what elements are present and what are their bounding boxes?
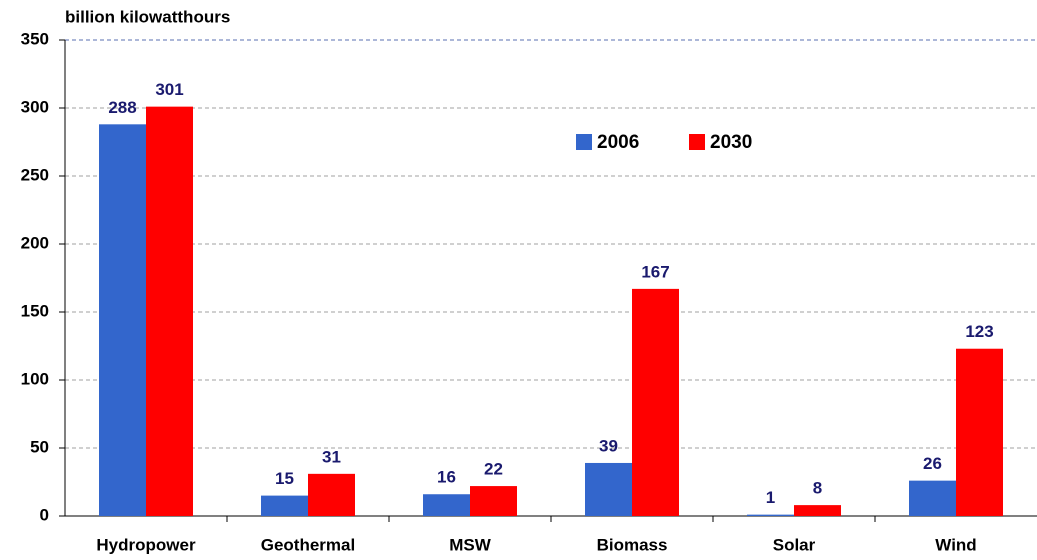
value-label: 167 (641, 262, 669, 281)
y-tick-label: 150 (21, 301, 49, 320)
y-tick-label: 300 (21, 97, 49, 116)
bar (99, 124, 146, 516)
bar (794, 505, 841, 516)
bar (470, 486, 517, 516)
x-tick-label: Biomass (597, 535, 668, 554)
x-tick-label: Geothermal (261, 535, 355, 554)
legend-label: 2030 (710, 132, 752, 153)
value-label: 15 (275, 469, 294, 488)
value-label: 301 (155, 80, 183, 99)
x-tick-label: Hydropower (96, 535, 196, 554)
y-tick-label: 200 (21, 233, 49, 252)
bar (423, 494, 470, 516)
y-tick-label: 250 (21, 165, 49, 184)
bar (261, 495, 308, 516)
x-tick-label: Wind (935, 535, 976, 554)
value-label: 31 (322, 447, 341, 466)
legend-swatch (576, 134, 592, 150)
value-label: 288 (108, 98, 136, 117)
bar (956, 348, 1003, 516)
bar (585, 462, 632, 516)
value-label: 39 (599, 436, 618, 455)
y-tick-label: 0 (40, 505, 49, 524)
bar (632, 288, 679, 516)
value-label: 22 (484, 460, 503, 479)
bar (909, 480, 956, 516)
y-tick-label: 50 (30, 437, 49, 456)
x-tick-label: Solar (773, 535, 816, 554)
legend-label: 2006 (597, 132, 639, 153)
y-axis-label: billion kilowatthours (65, 7, 230, 26)
bar (308, 473, 355, 516)
value-label: 1 (766, 488, 775, 507)
legend-swatch (689, 134, 705, 150)
y-tick-label: 100 (21, 369, 49, 388)
value-label: 8 (813, 479, 822, 498)
value-label: 16 (437, 468, 456, 487)
bar (146, 106, 193, 516)
value-label: 26 (923, 454, 942, 473)
bar (747, 514, 794, 516)
x-tick-label: MSW (449, 535, 492, 554)
value-label: 123 (965, 322, 993, 341)
y-tick-label: 350 (21, 29, 49, 48)
